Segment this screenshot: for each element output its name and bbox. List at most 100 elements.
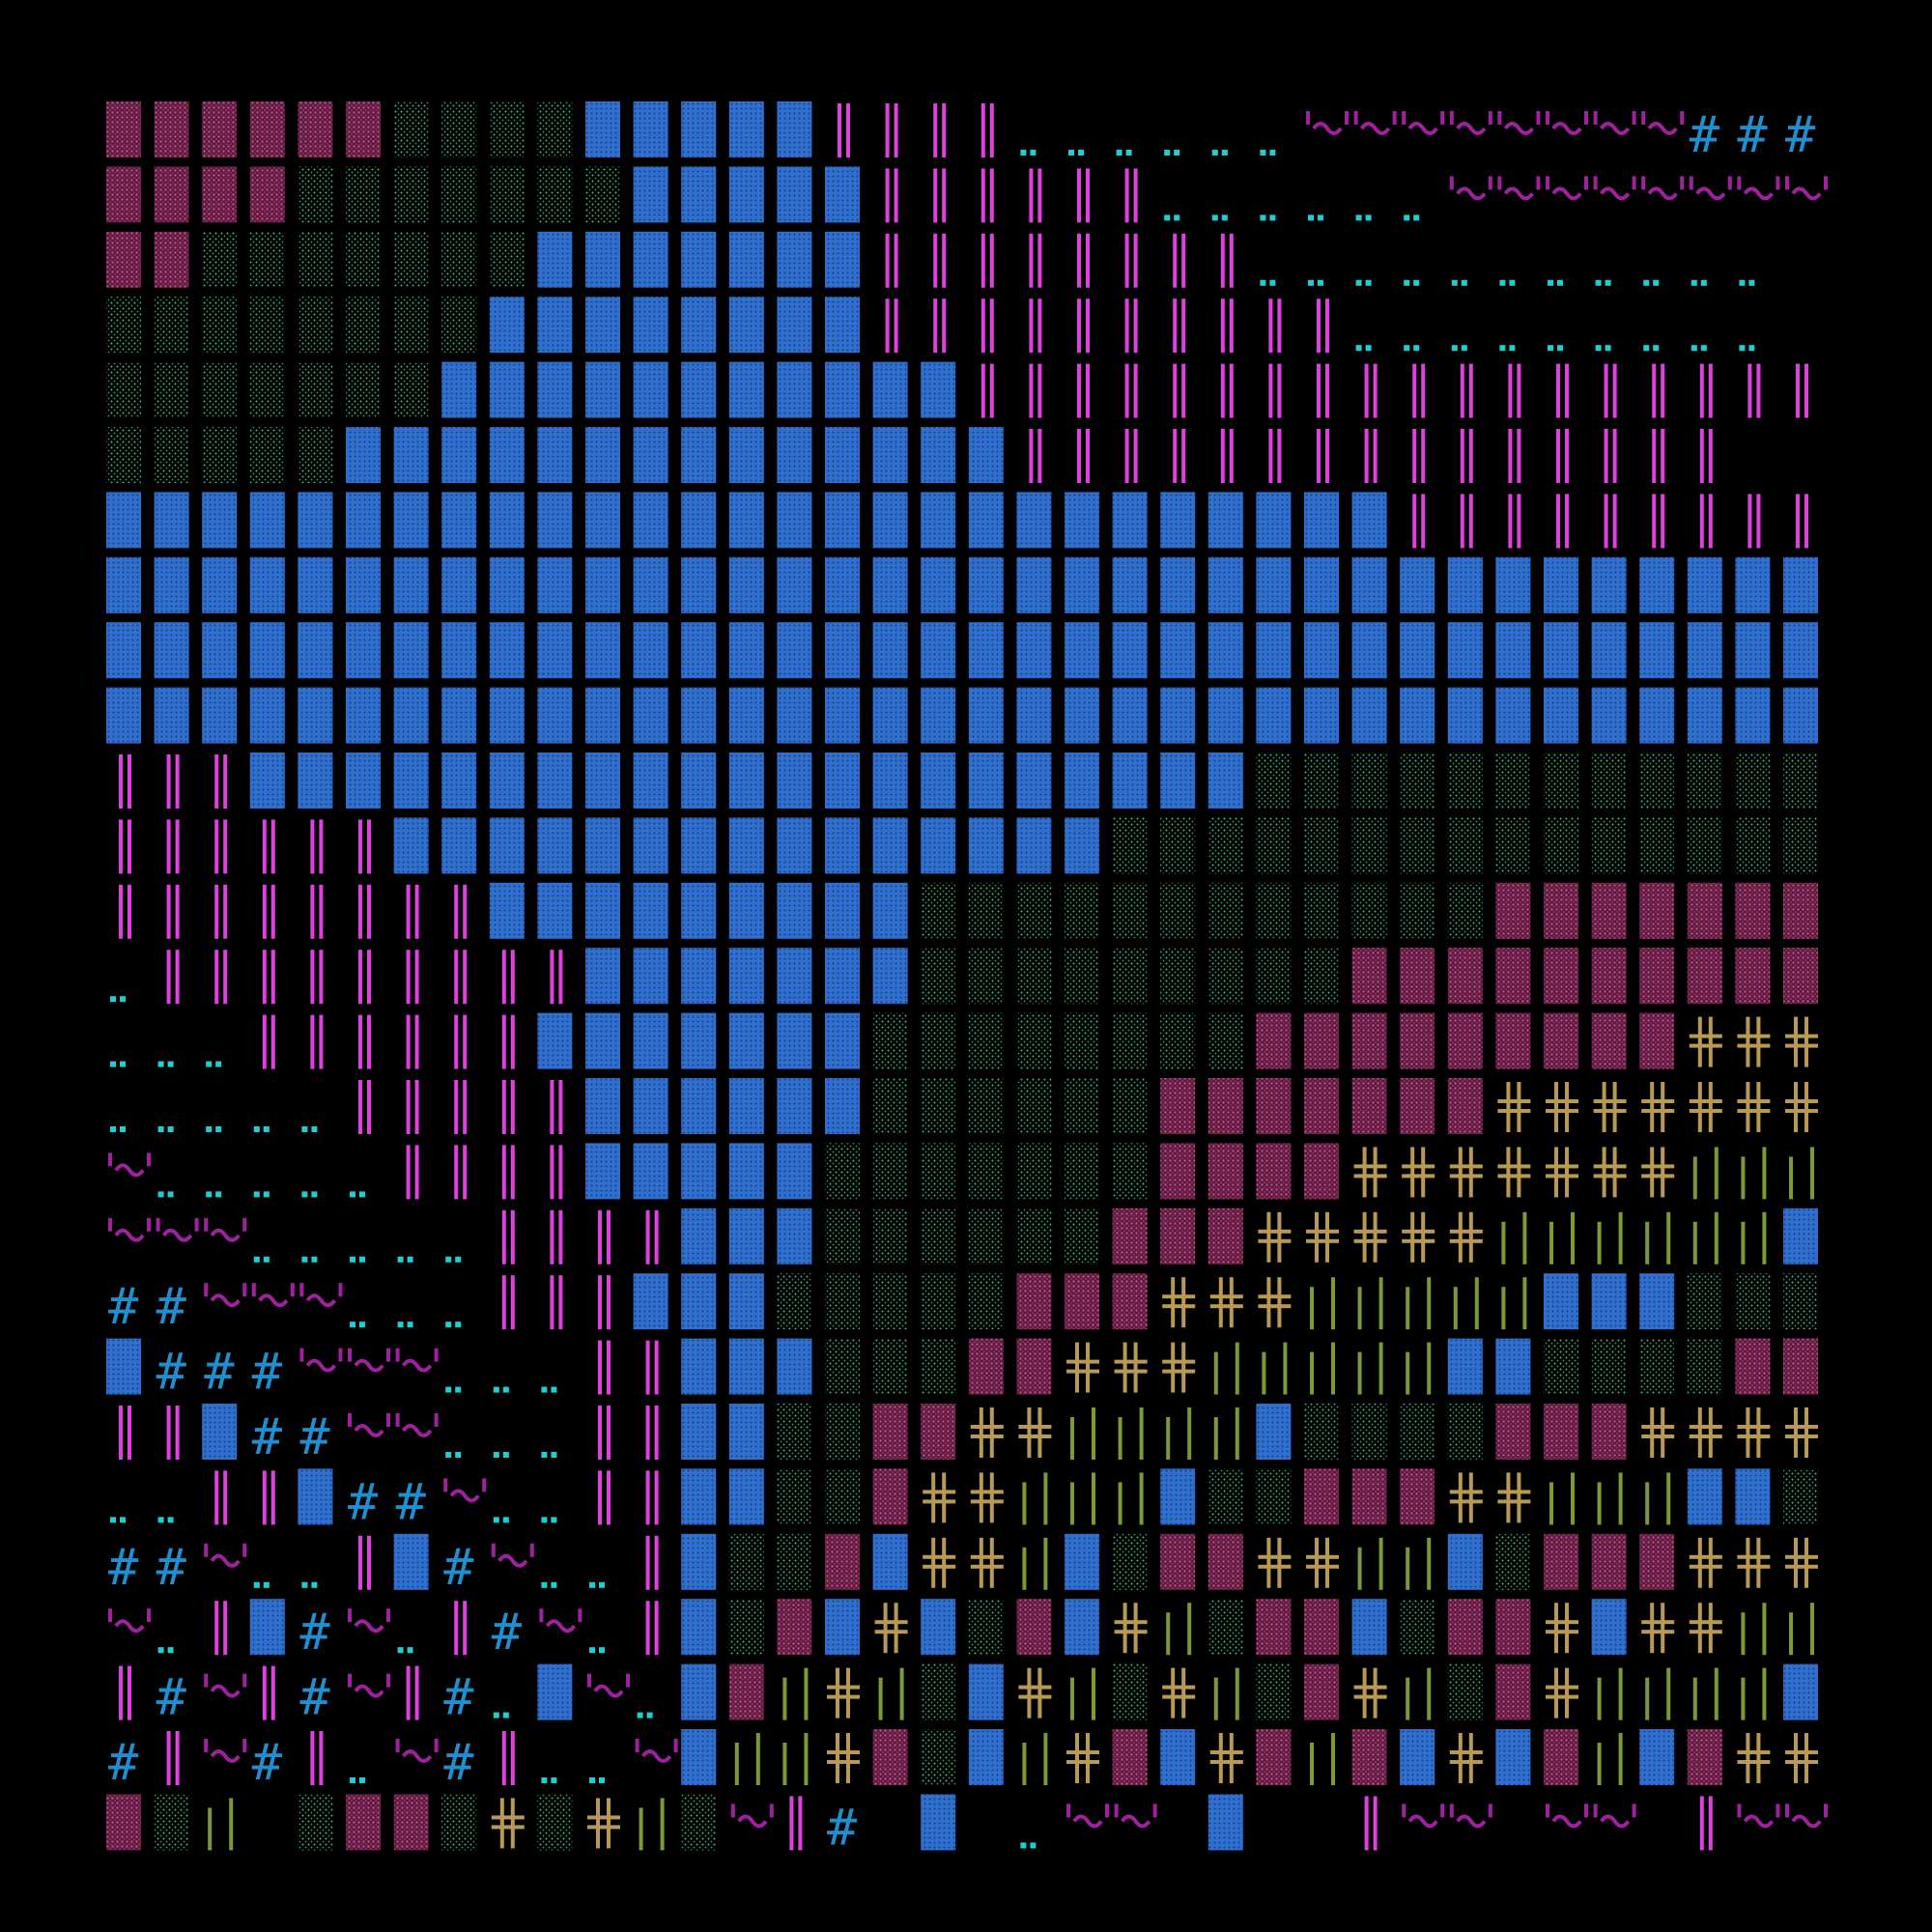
green-stipple-glyph [1016, 882, 1052, 939]
cyan-dots-glyph [301, 1191, 318, 1198]
cyan-dots-glyph [253, 1126, 270, 1132]
blue-block-glyph [1160, 556, 1196, 613]
magenta-bars-glyph [1124, 363, 1138, 418]
svg-text:#: # [1785, 106, 1816, 164]
magenta-bars-glyph [1124, 233, 1138, 288]
green-stipple-glyph [1735, 1273, 1771, 1330]
tan-cross-glyph [1497, 1472, 1531, 1523]
blue-block-glyph [1160, 687, 1196, 744]
green-stipple-glyph [441, 297, 477, 354]
pink-stipple-glyph [298, 101, 333, 157]
green-stipple-glyph [1065, 1078, 1099, 1134]
cyan-dots-glyph [541, 1386, 557, 1393]
cyan-dots-glyph [1260, 214, 1276, 221]
blue-block-glyph [1687, 556, 1722, 613]
pink-stipple-glyph [1400, 1078, 1435, 1134]
blue-block-glyph [1400, 687, 1435, 744]
purple-tilde-glyph [1402, 111, 1445, 135]
pink-stipple-glyph [825, 1533, 860, 1590]
blue-block-glyph [633, 687, 668, 744]
purple-tilde-glyph [443, 1478, 487, 1503]
magenta-bars-glyph [598, 1340, 611, 1395]
olive-bars-glyph [1692, 1147, 1719, 1200]
pink-stipple-glyph [1304, 1599, 1339, 1656]
blue-block-glyph [1065, 1533, 1099, 1590]
magenta-bars-glyph [166, 950, 180, 1005]
magenta-bars-glyph [310, 1014, 324, 1069]
blue-block-glyph [537, 427, 573, 483]
green-stipple-glyph [968, 948, 1004, 1005]
cyan-dots-glyph [397, 1321, 413, 1328]
green-stipple-glyph [106, 427, 141, 483]
olive-bars-glyph [1213, 1407, 1239, 1460]
green-stipple-glyph [1208, 817, 1243, 874]
blue-hash-glyph: # [156, 1344, 187, 1402]
blue-block-glyph [346, 687, 381, 744]
blue-block-glyph [825, 1599, 860, 1656]
tan-cross-glyph [1209, 1733, 1243, 1783]
blue-block-glyph [777, 361, 812, 418]
purple-tilde-glyph [1593, 1804, 1636, 1829]
blue-block-glyph [825, 687, 860, 744]
purple-tilde-glyph [108, 1608, 151, 1634]
magenta-bars-glyph [1747, 363, 1761, 418]
blue-hash-glyph: # [252, 1734, 283, 1792]
blue-block-glyph [1495, 556, 1531, 613]
blue-block-glyph [633, 166, 668, 223]
blue-block-glyph [825, 1078, 860, 1134]
blue-block-glyph [681, 556, 717, 613]
green-stipple-glyph [1351, 753, 1387, 809]
olive-bars-glyph [782, 1733, 809, 1785]
green-stipple-glyph [489, 231, 525, 288]
blue-block-glyph [1639, 622, 1675, 679]
cyan-dots-glyph [1548, 345, 1563, 352]
green-stipple-glyph [825, 1338, 860, 1395]
pink-stipple-glyph [1783, 948, 1818, 1005]
cyan-dots-glyph [1643, 279, 1660, 286]
blue-block-glyph [249, 556, 285, 613]
green-stipple-glyph [921, 1078, 956, 1134]
green-stipple-glyph [1400, 753, 1435, 809]
purple-tilde-glyph [1785, 1804, 1828, 1829]
magenta-bars-glyph [454, 1601, 468, 1656]
magenta-bars-glyph [1699, 429, 1713, 483]
magenta-bars-glyph [119, 884, 131, 939]
green-stipple-glyph [537, 166, 573, 223]
blue-block-glyph [1065, 817, 1099, 874]
blue-block-glyph [728, 166, 764, 223]
olive-bars-glyph [1645, 1472, 1671, 1525]
blue-block-glyph [633, 297, 668, 354]
blue-block-glyph [921, 361, 956, 418]
cyan-dots-glyph [110, 1126, 126, 1132]
pink-stipple-glyph [1495, 882, 1531, 939]
pink-stipple-glyph [1160, 1078, 1196, 1134]
green-stipple-glyph [1304, 753, 1339, 809]
magenta-bars-glyph [1124, 168, 1138, 223]
blue-block-glyph [633, 622, 668, 679]
magenta-bars-glyph [980, 103, 994, 157]
green-stipple-glyph [393, 231, 429, 288]
cyan-dots-glyph [1643, 345, 1660, 352]
green-stipple-glyph [1208, 1012, 1243, 1069]
blue-block-glyph [777, 101, 812, 157]
pink-stipple-glyph [1112, 1208, 1148, 1264]
blue-block-glyph [1400, 556, 1435, 613]
svg-text:#: # [299, 1408, 330, 1466]
blue-block-glyph [777, 166, 812, 223]
green-stipple-glyph [1065, 1208, 1099, 1264]
blue-block-glyph [825, 492, 860, 549]
purple-tilde-glyph [1546, 1804, 1588, 1829]
magenta-bars-glyph [1317, 298, 1329, 354]
pink-stipple-glyph [1065, 1273, 1099, 1330]
cyan-dots-glyph [157, 1647, 174, 1654]
purple-tilde-glyph [108, 1217, 151, 1242]
green-stipple-glyph [1687, 817, 1722, 874]
blue-block-glyph [777, 817, 812, 874]
tan-cross-glyph [1641, 1407, 1675, 1458]
green-stipple-glyph [489, 166, 525, 223]
blue-block-glyph [1160, 1468, 1196, 1525]
pink-stipple-glyph [1304, 1143, 1339, 1200]
green-stipple-glyph [1256, 1468, 1292, 1525]
blue-block-glyph [1065, 492, 1099, 549]
pink-stipple-glyph [728, 1663, 764, 1720]
